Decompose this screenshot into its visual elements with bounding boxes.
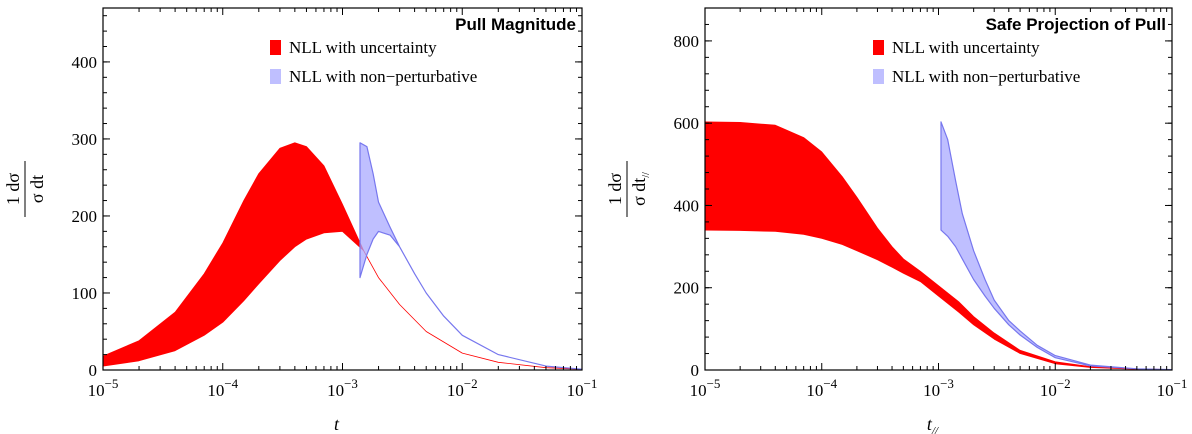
y-label-numerator: 1 dσ xyxy=(605,173,625,206)
y-tick-label: 200 xyxy=(72,207,98,226)
x-tick-label: 10−1 xyxy=(1157,376,1188,400)
chart-title: Safe Projection of Pull xyxy=(986,15,1166,34)
legend-entry: NLL with uncertainty xyxy=(892,38,1040,57)
y-tick-label: 300 xyxy=(72,130,98,149)
x-tick-label: 10−3 xyxy=(923,376,954,400)
chart-panel-2: 10−5 10−4 10−3 10−2 10−1 0 200 400 600 800 Safe Pr… xyxy=(605,7,1188,434)
x-tick-label: 10−2 xyxy=(1040,376,1071,400)
legend-entry: NLL with non−perturbative xyxy=(289,67,477,86)
y-label-denominator: σ dt xyxy=(27,175,47,203)
legend-swatch xyxy=(270,69,281,84)
y-tick-label: 400 xyxy=(72,53,98,72)
series-band-non-perturbative xyxy=(359,142,583,370)
series-band-uncertainty xyxy=(704,121,1173,370)
x-tick-label: 10−4 xyxy=(806,376,837,400)
x-axis-label: t xyxy=(334,414,340,434)
y-tick-label: 600 xyxy=(674,114,700,133)
legend-swatch xyxy=(873,69,884,84)
x-tick-label: 10−5 xyxy=(690,376,721,400)
y-tick-label: 0 xyxy=(89,361,98,380)
chart-title: Pull Magnitude xyxy=(455,15,576,34)
y-tick-label: 200 xyxy=(674,279,700,298)
y-tick-label: 0 xyxy=(691,361,700,380)
x-tick-label: 10−3 xyxy=(327,376,358,400)
y-label-denominator: σ dt// xyxy=(629,172,652,206)
legend-entry: NLL with uncertainty xyxy=(289,38,437,57)
y-tick-label: 800 xyxy=(674,32,700,51)
y-axis-label: 1 dσ σ dt// xyxy=(605,161,652,217)
x-tick-label: 10−1 xyxy=(567,376,598,400)
x-axis-label: t// xyxy=(927,414,939,434)
y-axis-label: 1 dσ σ dt xyxy=(3,161,47,217)
y-tick-label: 400 xyxy=(674,196,700,215)
y-label-numerator: 1 dσ xyxy=(3,173,23,206)
x-tick-label: 10−5 xyxy=(88,376,119,400)
series-band-non-perturbative xyxy=(940,121,1173,371)
series-band-uncertainty xyxy=(102,142,583,370)
x-tick-label: 10−4 xyxy=(207,376,238,400)
chart-panel-1: 10−5 10−4 10−3 10−2 10−1 0 100 200 300 400 Pull Ma… xyxy=(3,7,598,434)
x-tick-label: 10−2 xyxy=(447,376,478,400)
y-tick-label: 100 xyxy=(72,284,98,303)
legend-swatch xyxy=(873,40,884,55)
legend-swatch xyxy=(270,40,281,55)
legend-entry: NLL with non−perturbative xyxy=(892,67,1080,86)
